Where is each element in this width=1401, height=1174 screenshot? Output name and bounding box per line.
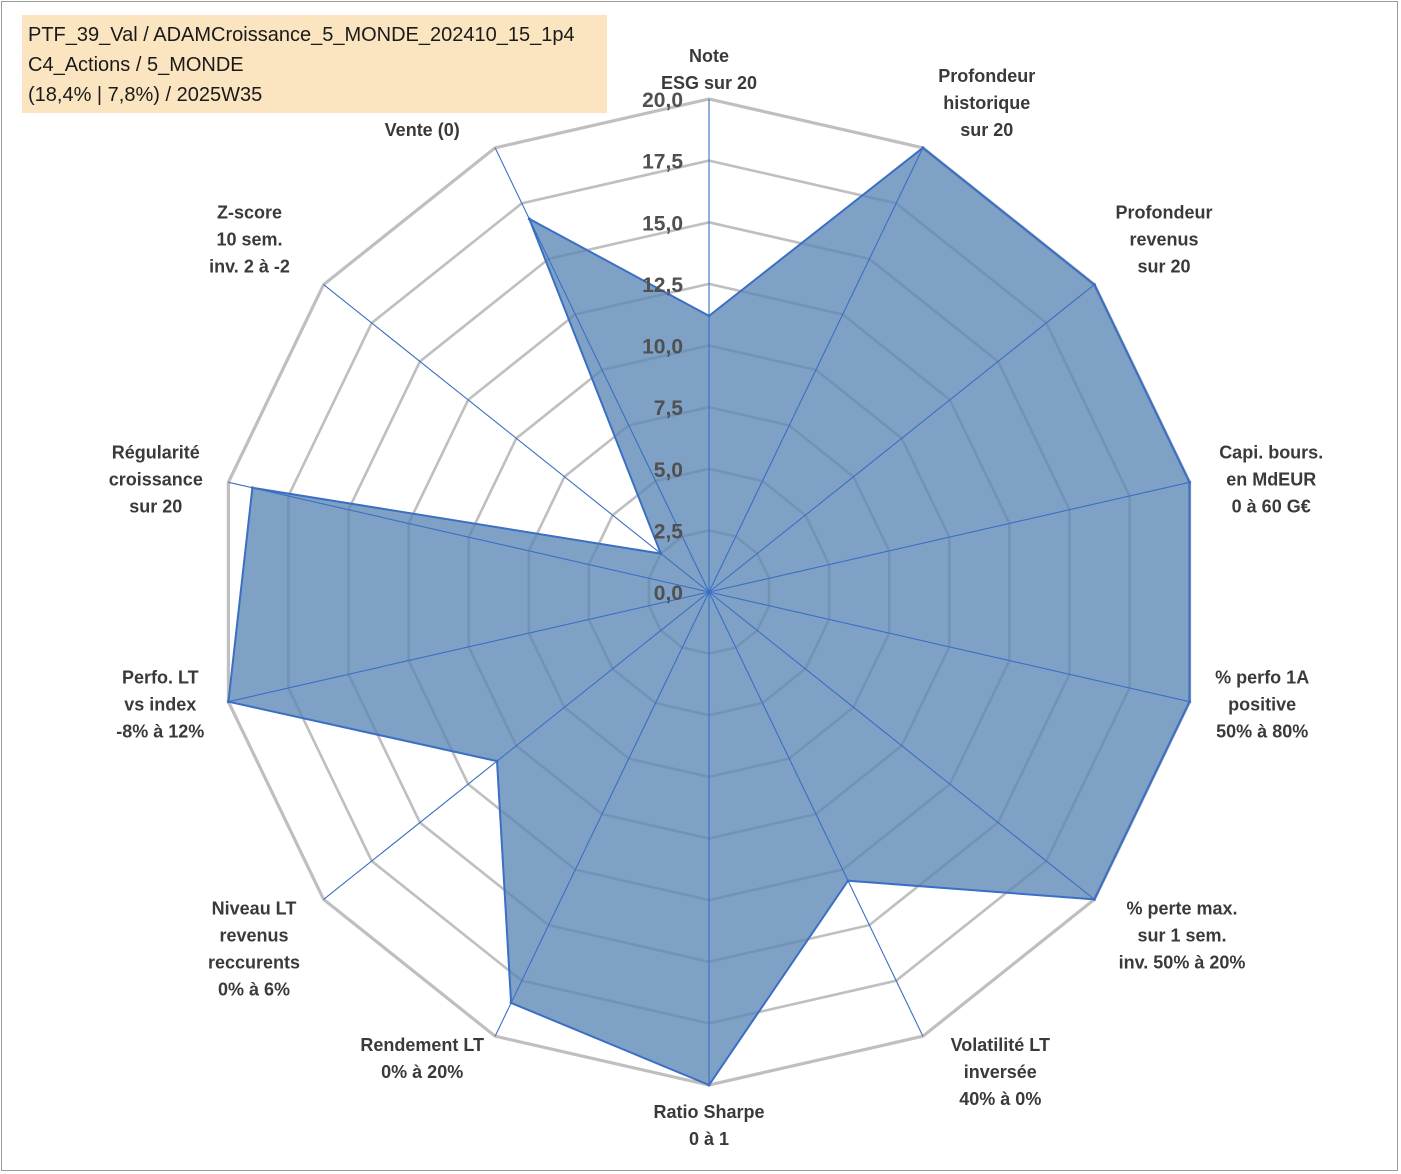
tick-label: 20,0 <box>642 89 683 112</box>
spoke-10 <box>228 591 710 703</box>
axis-label-line: Régularité <box>112 442 200 462</box>
radar-spokes <box>228 99 1190 1085</box>
axis-label-line: 0 à 1 <box>689 1129 729 1149</box>
spoke-12 <box>323 284 710 593</box>
tick-label: 17,5 <box>642 151 683 174</box>
tick-label: 10,0 <box>642 336 683 359</box>
spoke-6 <box>708 591 924 1037</box>
spoke-9 <box>323 591 710 900</box>
axis-label-line: 50% à 80% <box>1216 722 1308 742</box>
axis-label-line: revenus <box>1129 230 1198 250</box>
tick-label: 7,5 <box>654 397 684 420</box>
axis-label-line: historique <box>943 93 1030 113</box>
portfolio-info-box: PTF_39_Val / ADAMCroissance_5_MONDE_2024… <box>22 15 607 113</box>
spoke-5 <box>708 591 1095 900</box>
axis-label-line: inversée <box>964 1062 1037 1082</box>
axis-label-line: ESG sur 20 <box>661 73 757 93</box>
spoke-4 <box>708 591 1190 703</box>
axis-label-line: vs index <box>124 695 196 715</box>
axis-label-line: en MdEUR <box>1226 469 1316 489</box>
portfolio-performance: (18,4% | 7,8%) / 2025W35 <box>28 84 263 106</box>
spoke-13 <box>494 147 710 593</box>
axis-label-line: Volatilité LT <box>951 1035 1050 1055</box>
axis-label-line: Niveau LT <box>212 898 297 918</box>
portfolio-name: PTF_39_Val / ADAMCroissance_5_MONDE_2024… <box>28 24 575 46</box>
axis-label-line: Rendement LT <box>360 1035 484 1055</box>
axis-label-line: Ratio Sharpe <box>653 1102 764 1122</box>
axis-label-line: Vente (0) <box>385 120 460 140</box>
axis-label-line: 0% à 20% <box>381 1062 463 1082</box>
spoke-1 <box>708 147 924 593</box>
axis-label-line: % perte max. <box>1126 898 1237 918</box>
axis-label-line: % perfo 1A <box>1215 668 1309 688</box>
tick-label: 2,5 <box>654 520 684 543</box>
axis-label-line: sur 20 <box>1137 257 1190 277</box>
axis-label-line: Note <box>689 46 729 66</box>
tick-label: 0,0 <box>654 582 683 605</box>
axis-label-line: 40% à 0% <box>959 1089 1041 1109</box>
axis-label-line: 0 à 60 G€ <box>1232 496 1311 516</box>
axis-label-line: Profondeur <box>1116 203 1213 223</box>
axis-label-line: sur 20 <box>960 120 1013 140</box>
radial-tick-labels: 0,0 2,5 5,0 7,5 10,0 12,5 15,0 17,5 20,0 <box>642 89 683 605</box>
axis-label-line: croissance <box>109 469 203 489</box>
tick-label: 15,0 <box>642 212 683 235</box>
axis-label-line: 10 sem. <box>216 230 282 250</box>
axis-label-line: positive <box>1228 695 1296 715</box>
axis-label-line: Profondeur <box>938 66 1035 86</box>
axis-label-line: Z-score <box>217 203 282 223</box>
axis-label-line: Perfo. LT <box>122 668 199 688</box>
axis-label-line: inv. 50% à 20% <box>1119 952 1246 972</box>
axis-label-line: inv. 2 à -2 <box>209 257 290 277</box>
axis-label-line: Capi. bours. <box>1219 442 1323 462</box>
axis-label-line: 0% à 6% <box>218 979 290 999</box>
spoke-11 <box>228 481 710 593</box>
spoke-3 <box>708 481 1190 593</box>
axis-label-line: sur 1 sem. <box>1137 925 1226 945</box>
tick-label: 12,5 <box>642 274 683 297</box>
portfolio-category: C4_Actions / 5_MONDE <box>28 54 244 76</box>
spoke-8 <box>494 591 710 1037</box>
tick-label: 5,0 <box>654 459 683 482</box>
spoke-2 <box>708 284 1095 593</box>
axis-label-line: sur 20 <box>129 496 182 516</box>
axis-label-line: revenus <box>219 925 288 945</box>
axis-labels: Note ESG sur 20 Profondeur historique sur 20… <box>109 46 1323 1149</box>
axis-label-line: reccurents <box>208 952 300 972</box>
axis-label-line: -8% à 12% <box>116 722 204 742</box>
